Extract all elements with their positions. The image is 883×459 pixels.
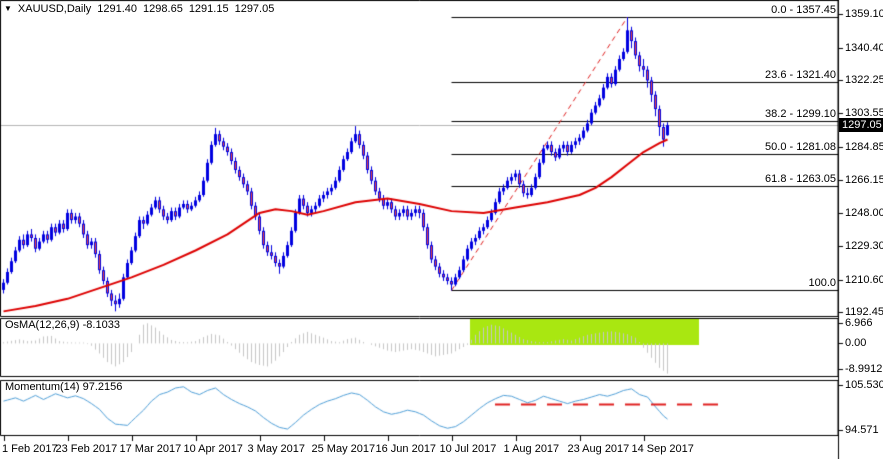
- quote-low: 1291.15: [188, 3, 229, 15]
- price-axis-label: 1340.40: [845, 41, 883, 54]
- osma-axis-label: 0.00: [845, 337, 867, 350]
- fib-level-label: 23.6 - 1321.40: [765, 68, 836, 81]
- price-axis-label: 1303.55: [845, 107, 883, 120]
- date-axis-label: 14 Sep 2017: [631, 443, 694, 455]
- current-price-tag: 1297.05: [839, 118, 883, 133]
- momentum-indicator-label: Momentum(14) 97.2156: [5, 381, 123, 393]
- price-axis-label: 1266.15: [845, 174, 883, 187]
- fib-level-label: 0.0 - 1357.45: [771, 4, 836, 16]
- fib-level-label: 38.2 - 1299.10: [765, 108, 836, 121]
- price-axis-label: 1284.85: [845, 140, 883, 153]
- date-axis-label: 10 Jul 2017: [439, 443, 497, 455]
- price-axis-label: 1359.10: [845, 8, 883, 21]
- quote-close: 1297.05: [234, 3, 275, 15]
- date-axis-label: 1 Feb 2017: [2, 443, 58, 455]
- fib-level-label: 50.0 - 1281.08: [765, 140, 836, 153]
- quote-high: 1298.65: [143, 3, 183, 15]
- fib-level-label: 100.0: [808, 277, 836, 290]
- date-axis-label: 1 Aug 2017: [503, 443, 560, 455]
- osma-axis-label: 6.966: [845, 317, 873, 330]
- osma-axis-label: -8.9912: [845, 363, 883, 376]
- symbol-dropdown-icon[interactable]: ▼: [4, 4, 12, 13]
- date-axis-label: 3 May 2017: [247, 443, 305, 455]
- price-axis-label: 1229.30: [845, 240, 883, 253]
- price-axis-label: 1322.25: [845, 74, 883, 86]
- date-axis-label: 23 Feb 2017: [55, 443, 118, 455]
- date-axis-label: 23 Aug 2017: [567, 443, 630, 455]
- momentum-axis-label: 105.5305: [845, 379, 883, 391]
- momentum-axis-label: 94.571: [845, 423, 879, 436]
- osma-indicator-label: OsMA(12,26,9) -8.1033: [5, 319, 120, 331]
- price-axis-label: 1248.00: [845, 206, 883, 219]
- symbol-timeframe: XAUUSD,Daily: [17, 3, 92, 15]
- fib-level-label: 61.8 - 1263.05: [765, 172, 836, 185]
- price-axis-label: 1192.45: [845, 306, 883, 319]
- quote-open: 1291.40: [97, 3, 138, 15]
- date-axis-label: 16 Jun 2017: [375, 443, 437, 455]
- date-axis-label: 17 Mar 2017: [119, 443, 182, 455]
- price-axis-label: 1210.60: [845, 273, 883, 286]
- chart-title: ▼ XAUUSD,Daily 1291.40 1298.65 1291.15 1297.0…: [4, 3, 274, 15]
- date-axis-label: 10 Apr 2017: [183, 443, 243, 455]
- date-axis-label: 25 May 2017: [311, 443, 376, 455]
